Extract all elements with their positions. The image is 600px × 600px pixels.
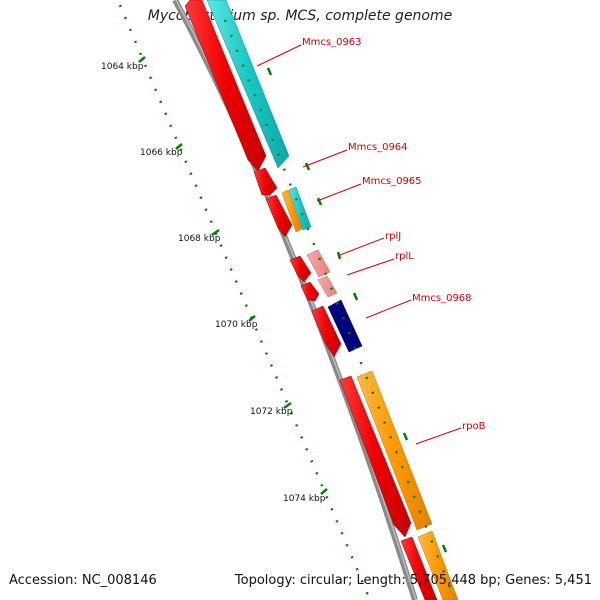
ruler-label: 1064 kbp [101,62,144,72]
accession-text: Accession: NC_008146 [9,573,157,588]
gene-mmcs-0968-navy-block [327,299,363,353]
ruler-label: 1068 kbp [178,234,221,244]
gene-label: rpoB [462,421,486,432]
ruler-label: 1072 kbp [250,407,293,417]
ruler-label: 1066 kbp [140,148,183,158]
gene-rplj-pink-block [306,249,331,278]
outer-label-ticks [266,67,448,553]
feature-track-outer [206,0,459,600]
gene-rplj-arrow [289,255,312,283]
gene-mmcs-0965-teal-block [288,186,312,231]
leader-lines [256,44,462,445]
gene-label: rplL [395,251,414,262]
gene-mmcs-0968-arrow [311,305,342,358]
gene-rpob-red-arrow [339,375,412,538]
genome-summary-text: Topology: circular; Length: 5,705,448 bp… [234,573,592,588]
ruler-label: 1070 kbp [215,320,258,330]
backbone [172,0,418,600]
gene-next-orange-block [417,530,459,600]
ruler-dots [118,4,372,600]
gene-mmcs-0965-orange-block [281,189,303,233]
gene-mmcs-0964-arrow [253,167,278,196]
feature-track-inner [184,0,438,600]
gene-label: Mmcs_0968 [412,293,472,304]
gene-label: Mmcs_0964 [348,142,408,153]
ruler-major-ticks [138,56,328,495]
gene-label: Mmcs_0965 [362,176,422,187]
gene-mmcs-0963-teal-block [206,0,290,169]
gene-rpll-pink-block [317,275,338,298]
gene-rpll-arrow [300,281,320,302]
ruler-labels: 1064 kbp 1066 kbp 1068 kbp 1070 kbp 1072… [101,62,326,504]
gene-label: rplJ [385,231,401,242]
gene-mmcs-0965-arrow [265,194,293,238]
gene-label: Mmcs_0963 [302,37,362,48]
gene-next-red-arrow [400,536,438,600]
gene-rpob-orange-block [356,370,433,531]
gene-labels: Mmcs_0963 Mmcs_0964 Mmcs_0965 rplJ rplL … [302,37,486,432]
ruler-label: 1074 kbp [283,494,326,504]
